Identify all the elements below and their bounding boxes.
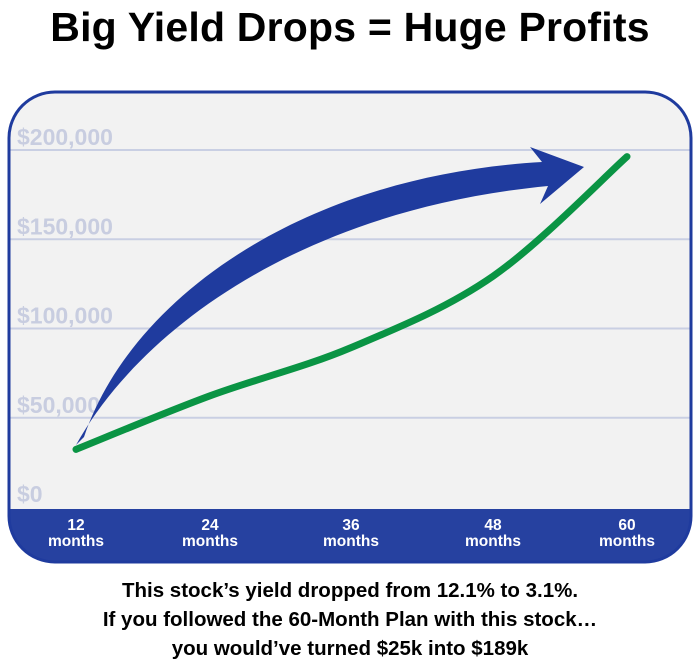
x-tick-unit: months — [465, 533, 521, 550]
x-tick-unit: months — [182, 533, 238, 550]
x-tick-unit: months — [48, 533, 104, 550]
y-axis: $200,000 $150,000 $100,000 $50,000 $0 — [17, 124, 113, 507]
plot-border — [7, 90, 693, 564]
grid-lines — [9, 149, 691, 419]
x-axis-band — [9, 509, 691, 562]
chart-title: Big Yield Drops = Huge Profits — [50, 4, 650, 50]
y-tick-label: $200,000 — [17, 124, 113, 150]
series-line — [72, 153, 631, 453]
y-tick-label: $100,000 — [17, 303, 113, 329]
x-tick-unit: months — [599, 533, 655, 550]
upward-curved-arrow-icon — [76, 147, 584, 445]
x-tick-unit: months — [323, 533, 379, 550]
y-tick-label: $0 — [17, 481, 43, 507]
y-tick-label: $150,000 — [17, 213, 113, 239]
x-tick-number: 36 — [342, 517, 360, 534]
caption-line-2: If you followed the 60-Month Plan with t… — [102, 608, 598, 631]
caption-line-3: you would’ve turned $25k into $189k — [171, 637, 529, 660]
x-tick-number: 12 — [67, 517, 84, 534]
y-tick-label: $50,000 — [17, 392, 100, 418]
x-tick-number: 60 — [618, 517, 635, 534]
caption-line-1: This stock’s yield dropped from 12.1% to… — [121, 579, 579, 602]
x-tick-number: 48 — [484, 517, 502, 534]
x-tick-number: 24 — [201, 517, 219, 534]
